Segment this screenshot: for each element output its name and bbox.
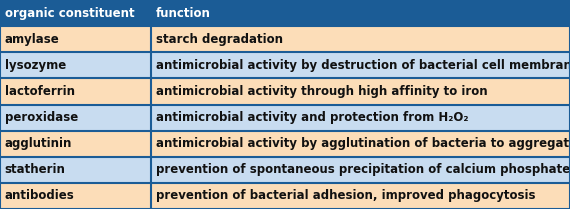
Text: organic constituent: organic constituent xyxy=(5,6,134,20)
Text: statherin: statherin xyxy=(5,163,66,176)
Text: function: function xyxy=(156,6,210,20)
Bar xyxy=(0,78,570,104)
Text: antimicrobial activity by destruction of bacterial cell membranes: antimicrobial activity by destruction of… xyxy=(156,59,570,72)
Text: antimicrobial activity through high affinity to iron: antimicrobial activity through high affi… xyxy=(156,85,487,98)
Bar xyxy=(0,131,570,157)
Text: antimicrobial activity by agglutination of bacteria to aggregates: antimicrobial activity by agglutination … xyxy=(156,137,570,150)
Text: antibodies: antibodies xyxy=(5,189,74,203)
Bar xyxy=(0,52,570,78)
Text: lysozyme: lysozyme xyxy=(5,59,66,72)
Text: antimicrobial activity and protection from H₂O₂: antimicrobial activity and protection fr… xyxy=(156,111,468,124)
Text: lactoferrin: lactoferrin xyxy=(5,85,75,98)
Text: starch degradation: starch degradation xyxy=(156,33,283,46)
Text: prevention of bacterial adhesion, improved phagocytosis: prevention of bacterial adhesion, improv… xyxy=(156,189,535,203)
Text: prevention of spontaneous precipitation of calcium phosphate: prevention of spontaneous precipitation … xyxy=(156,163,570,176)
Text: agglutinin: agglutinin xyxy=(5,137,72,150)
Text: peroxidase: peroxidase xyxy=(5,111,78,124)
Bar xyxy=(0,157,570,183)
Bar xyxy=(0,26,570,52)
Bar xyxy=(0,183,570,209)
Bar xyxy=(0,104,570,131)
Bar xyxy=(0,0,570,26)
Text: amylase: amylase xyxy=(5,33,59,46)
